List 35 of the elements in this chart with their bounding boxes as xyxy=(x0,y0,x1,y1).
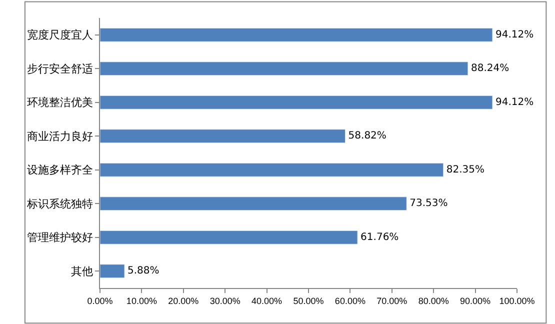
y-tick-label: 管理维护较好 xyxy=(26,231,93,244)
y-tick-label: 环境整洁优美 xyxy=(26,96,93,110)
bar xyxy=(100,264,125,278)
y-tick-label: 其他 xyxy=(70,264,93,278)
x-tick-label: 80.00% xyxy=(418,296,449,306)
x-tick-label: 50.00% xyxy=(293,296,324,306)
data-label: 61.76% xyxy=(360,232,399,243)
bar xyxy=(100,129,346,144)
bar xyxy=(100,28,493,42)
bar xyxy=(100,196,407,211)
data-label: 94.12% xyxy=(495,96,534,108)
data-label: 73.53% xyxy=(410,198,448,210)
data-label: 94.12% xyxy=(495,29,534,40)
data-label: 5.88% xyxy=(128,266,160,277)
y-tick-label: 商业活力良好 xyxy=(26,130,93,143)
bar xyxy=(100,162,444,177)
y-tick-label: 设施多样齐全 xyxy=(26,164,93,177)
x-tick-label: 0.00% xyxy=(87,296,113,306)
bar xyxy=(100,95,493,110)
x-tick-label: 90.00% xyxy=(460,296,491,306)
data-label: 82.35% xyxy=(446,164,485,176)
data-label: 88.24% xyxy=(470,63,510,74)
x-tick-label: 20.00% xyxy=(168,296,199,306)
x-tick-label: 30.00% xyxy=(210,296,240,306)
bar xyxy=(100,230,358,244)
x-tick-label: 70.00% xyxy=(376,296,408,306)
y-tick-label: 宽度尺度宜人 xyxy=(26,28,93,42)
x-tick-label: 10.00% xyxy=(126,296,157,306)
x-tick-label: 60.00% xyxy=(334,296,366,306)
x-tick-label: 40.00% xyxy=(252,296,282,306)
y-tick-label: 步行安全舒适 xyxy=(26,62,93,76)
bar xyxy=(100,62,468,76)
y-tick-label: 标识系统独特 xyxy=(26,197,93,210)
x-tick-label: 100.00% xyxy=(499,296,535,306)
data-label: 58.82% xyxy=(348,130,386,142)
